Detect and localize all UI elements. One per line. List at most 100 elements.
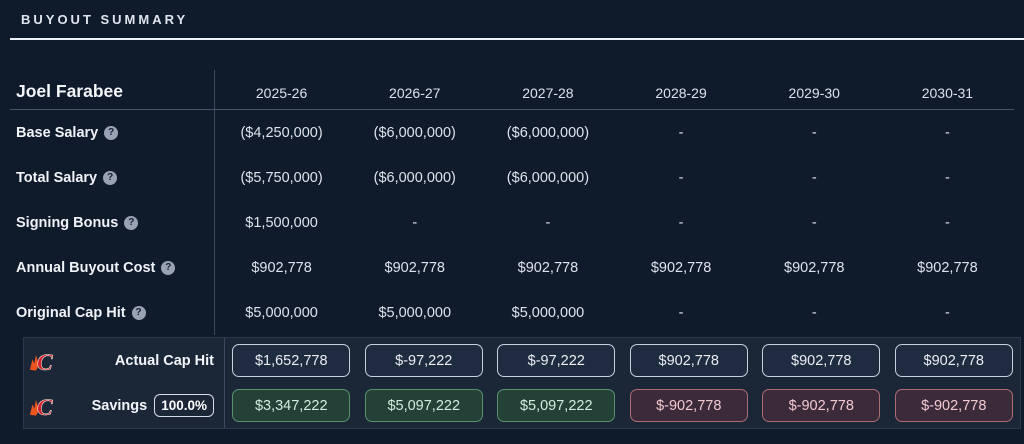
summary-label-cell: C Actual Cap Hit — [24, 338, 225, 383]
table-cell-value: $902,778 — [251, 259, 312, 276]
summary-value-box: $-97,222 — [497, 344, 616, 377]
summary-value-box: $902,778 — [894, 344, 1013, 377]
table-cell-value: - — [545, 214, 551, 231]
summary-cell: $3,347,222 — [225, 383, 358, 428]
summary-value-box: $1,652,778 — [232, 344, 351, 377]
summary-row-label: Actual Cap Hit — [114, 352, 214, 369]
table-cell-value: - — [811, 124, 817, 141]
table-cell-value: ($6,000,000) — [373, 124, 456, 141]
summary-value-box: $3,347,222 — [232, 389, 351, 422]
table-cell-value: - — [412, 214, 418, 231]
table-cell-value: - — [944, 214, 950, 231]
column-header-season: 2026-27 — [389, 85, 441, 101]
summary-label-cell: C Savings 100.0% — [24, 383, 225, 428]
table-cell-value: - — [678, 169, 684, 186]
page-header: BUYOUT SUMMARY — [0, 0, 1024, 38]
summary-cell: $1,652,778 — [225, 338, 358, 383]
table-body: Base Salary? ($4,250,000) ($6,000,000) ($6,… — [10, 110, 1014, 335]
summary-value-box: $902,778 — [762, 344, 881, 377]
table-cell-value: $902,778 — [917, 259, 978, 276]
table-row: Annual Buyout Cost? $902,778 $902,778 $902,… — [10, 245, 1014, 290]
summary-value-box: $-902,778 — [762, 389, 881, 422]
summary-cell: $5,097,222 — [358, 383, 491, 428]
summary-value-box: $5,097,222 — [364, 389, 483, 422]
row-label-cell: Signing Bonus? — [10, 200, 215, 245]
summary-value-box: $5,097,222 — [497, 389, 616, 422]
table-cell-value: $902,778 — [650, 259, 712, 276]
summary-cell: $-902,778 — [623, 383, 756, 428]
table-cell-value: - — [944, 124, 950, 141]
summary-cell: $5,097,222 — [490, 383, 623, 428]
team-logo: C — [29, 347, 61, 375]
table-cell-value: $5,000,000 — [245, 304, 318, 321]
table-cell-value: $1,500,000 — [245, 214, 318, 231]
column-header-season: 2025-26 — [255, 85, 308, 101]
summary-cell: $-97,222 — [358, 338, 491, 383]
player-name-cell: Joel Farabee — [10, 70, 215, 109]
player-name: Joel Farabee — [16, 81, 123, 101]
summary-row-label: Savings — [91, 397, 148, 414]
row-label-cell: Annual Buyout Cost? — [10, 245, 215, 290]
summary-row-savings: C Savings 100.0% $3,347,222 $5,097,222 $5,097… — [24, 383, 1020, 428]
table-cell-value: ($6,000,000) — [506, 169, 590, 186]
table-cell-value: - — [678, 304, 684, 321]
table-cell-value: ($5,750,000) — [240, 169, 323, 186]
table-cell-value: ($4,250,000) — [240, 124, 323, 141]
summary-value-box: $-902,778 — [629, 389, 748, 422]
summary-cell: $902,778 — [755, 338, 888, 383]
page-title: BUYOUT SUMMARY — [21, 12, 189, 27]
table-row: Total Salary? ($5,750,000) ($6,000,000) ($6… — [10, 155, 1014, 200]
column-header-season: 2029-30 — [788, 85, 840, 101]
table-cell-value: - — [944, 304, 950, 321]
summary-cell: $902,778 — [623, 338, 756, 383]
table-cell-value: - — [678, 214, 684, 231]
row-label: Base Salary — [16, 124, 99, 141]
row-label-cell: Base Salary? — [10, 110, 215, 155]
savings-percentage-badge: 100.0% — [154, 394, 214, 417]
summary-cell: $-902,778 — [888, 383, 1021, 428]
summary-value-box: $-902,778 — [894, 389, 1013, 422]
summary-section: C Actual Cap Hit $1,652,778 $-97,222 $-97,22… — [23, 337, 1021, 429]
table-row: Original Cap Hit? $5,000,000 $5,000,000 $5,… — [10, 290, 1014, 335]
help-icon[interactable]: ? — [103, 170, 118, 185]
table-row: Base Salary? ($4,250,000) ($6,000,000) ($6,… — [10, 110, 1014, 155]
svg-text:C: C — [37, 349, 53, 374]
table-cell-value: - — [811, 214, 817, 231]
table-cell-value: $902,778 — [784, 259, 845, 276]
row-label: Signing Bonus — [16, 214, 119, 231]
row-label-cell: Original Cap Hit? — [10, 290, 215, 335]
table-cell-value: $902,778 — [384, 259, 445, 276]
row-label: Annual Buyout Cost — [16, 259, 156, 276]
flames-logo-icon: C — [29, 349, 53, 375]
help-icon[interactable]: ? — [161, 260, 176, 275]
table-cell-value: - — [944, 169, 950, 186]
svg-text:C: C — [37, 394, 53, 419]
header-divider — [10, 38, 1024, 40]
table-cell-value: ($6,000,000) — [373, 169, 456, 186]
column-header-season: 2027-28 — [522, 85, 574, 101]
help-icon[interactable]: ? — [104, 125, 119, 140]
row-label: Total Salary — [16, 169, 98, 186]
summary-cell: $902,778 — [888, 338, 1021, 383]
table-cell-value: ($6,000,000) — [506, 124, 590, 141]
row-label-cell: Total Salary? — [10, 155, 215, 200]
column-header-season: 2028-29 — [655, 85, 707, 101]
help-icon[interactable]: ? — [124, 215, 139, 230]
column-header-season: 2030-31 — [921, 85, 974, 101]
team-logo: C — [29, 392, 61, 420]
table-row: Signing Bonus? $1,500,000 - - - - - — [10, 200, 1014, 245]
summary-cell: $-97,222 — [490, 338, 623, 383]
summary-value-box: $-97,222 — [364, 344, 483, 377]
table-cell-value: $5,000,000 — [511, 304, 585, 321]
row-label: Original Cap Hit — [16, 304, 126, 321]
table-cell-value: $902,778 — [517, 259, 579, 276]
table-cell-value: - — [811, 304, 817, 321]
table-cell-value: - — [811, 169, 817, 186]
table-head-row: Joel Farabee 2025-26 2026-27 2027-28 2028-2… — [10, 70, 1014, 110]
summary-cell: $-902,778 — [755, 383, 888, 428]
help-icon[interactable]: ? — [131, 305, 146, 320]
summary-row-actual-cap-hit: C Actual Cap Hit $1,652,778 $-97,222 $-97,22… — [24, 338, 1020, 383]
table-cell-value: $5,000,000 — [378, 304, 452, 321]
buyout-table: Joel Farabee 2025-26 2026-27 2027-28 2028-2… — [10, 70, 1021, 429]
